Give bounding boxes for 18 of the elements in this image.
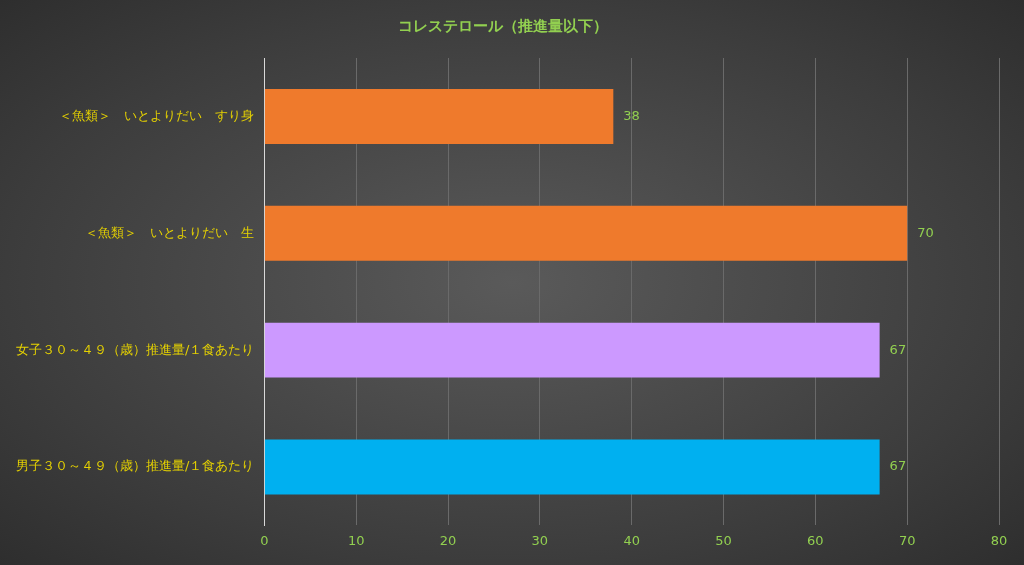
y-tick-label: 女子３０～４９（歳）推進量/１食あたり xyxy=(15,341,255,357)
x-tick-label: 0 xyxy=(260,532,269,548)
x-tick-label: 60 xyxy=(807,532,824,548)
x-tick-label: 20 xyxy=(439,532,457,548)
data-label: 38 xyxy=(623,107,640,123)
y-tick-label: ＜魚類＞ いとよりだい すり身 xyxy=(59,107,255,123)
data-label: 67 xyxy=(889,341,907,357)
x-tick-label: 30 xyxy=(531,532,549,548)
y-tick-label: 男子３０～４９（歳）推進量/１食あたり xyxy=(15,458,255,474)
data-label: 67 xyxy=(889,458,907,474)
data-label: 70 xyxy=(917,224,934,240)
x-tick-label: 50 xyxy=(715,532,732,548)
x-tick-label: 40 xyxy=(623,532,640,548)
y-tick-label: ＜魚類＞ いとよりだい 生 xyxy=(85,224,255,240)
x-tick-label: 10 xyxy=(347,532,365,548)
chart-title: コレステロール（推進量以下） xyxy=(397,16,608,35)
x-tick-label: 80 xyxy=(990,532,1008,548)
x-tick-label: 70 xyxy=(898,532,916,548)
